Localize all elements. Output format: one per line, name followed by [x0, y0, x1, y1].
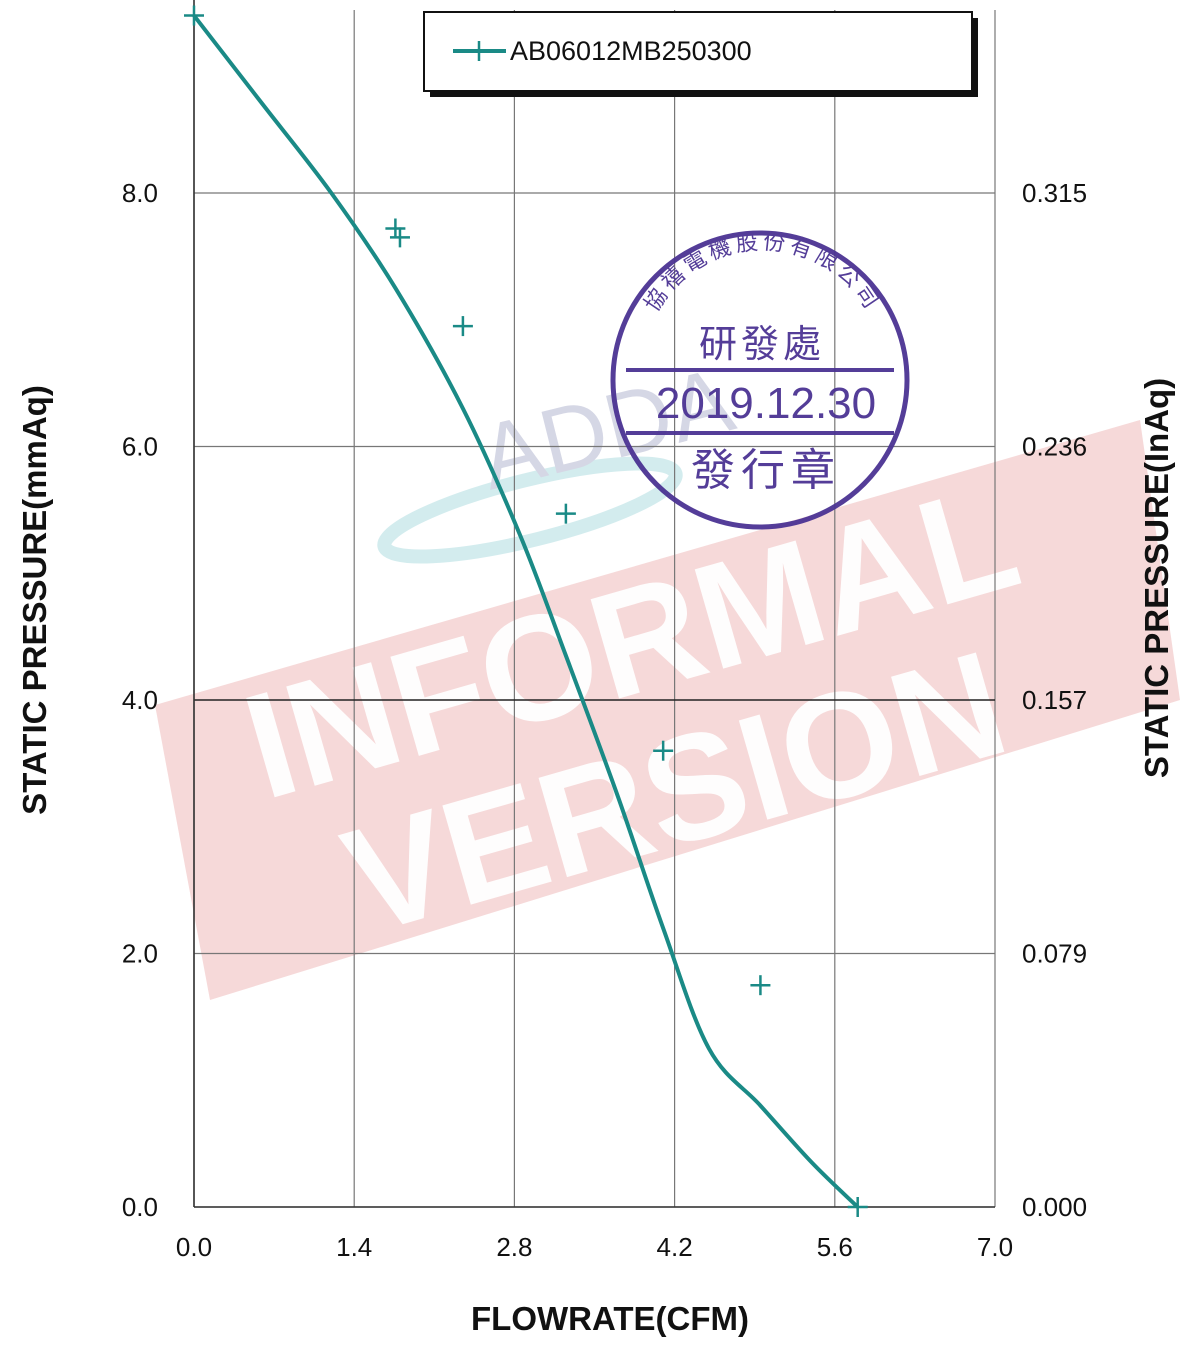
series-marker — [555, 503, 576, 524]
x-tick-label: 1.4 — [336, 1232, 372, 1262]
stamp-footer: 發行章 — [691, 445, 841, 496]
x-tick-label: 5.6 — [817, 1232, 853, 1262]
series-marker — [653, 740, 674, 761]
series-marker — [452, 316, 473, 337]
watermark-band — [155, 420, 1180, 1000]
y-tick-label-left: 4.0 — [122, 685, 158, 715]
series-marker — [847, 1197, 868, 1217]
stamp-company-name: 協禧電機股份有限公司 — [640, 230, 885, 317]
y-axis-title-left: STATIC PRESSURE(mmAq) — [16, 385, 53, 815]
series-marker — [184, 5, 204, 26]
x-tick-label: 2.8 — [496, 1232, 532, 1262]
x-tick-label: 4.2 — [657, 1232, 693, 1262]
y-tick-label-left: 2.0 — [122, 939, 158, 969]
stamp-date: 2019.12.30 — [656, 379, 876, 428]
x-tick-label: 7.0 — [977, 1232, 1013, 1262]
tick-labels: 0.0 1.4 2.8 4.2 5.6 7.0 0.0 0.000 2.0 0.079 4.0 0.1… — [122, 178, 1087, 1262]
series-marker — [750, 975, 771, 996]
y-tick-label-right: 0.315 — [1022, 178, 1087, 208]
stamp-department: 研發處 — [699, 322, 825, 366]
y-tick-label-right: 0.236 — [1022, 432, 1087, 462]
y-tick-label-right: 0.157 — [1022, 685, 1087, 715]
y-tick-label-left: 6.0 — [122, 432, 158, 462]
legend-box — [423, 11, 973, 92]
y-tick-label-left: 0.0 — [122, 1192, 158, 1222]
y-axis-title-right: STATIC PRESSURE(InAq) — [1138, 378, 1175, 778]
y-tick-label-left: 8.0 — [122, 178, 158, 208]
series-marker — [389, 227, 410, 248]
x-axis-title: FLOWRATE(CFM) — [471, 1300, 749, 1337]
x-tick-label: 0.0 — [176, 1232, 212, 1262]
series — [184, 5, 868, 1217]
series-line — [192, 14, 860, 1209]
legend-series-label: AB06012MB250300 — [510, 36, 752, 66]
series-marker — [385, 218, 406, 239]
stamp-outer-ring — [610, 230, 910, 530]
grid — [193, 0, 996, 1208]
legend: AB06012MB250300 — [423, 11, 978, 97]
y-tick-label-right: 0.000 — [1022, 1192, 1087, 1222]
y-tick-label-right: 0.079 — [1022, 939, 1087, 969]
company-stamp: 協禧電機股份有限公司 研發處 2019.12.30 發行章 — [610, 230, 910, 530]
